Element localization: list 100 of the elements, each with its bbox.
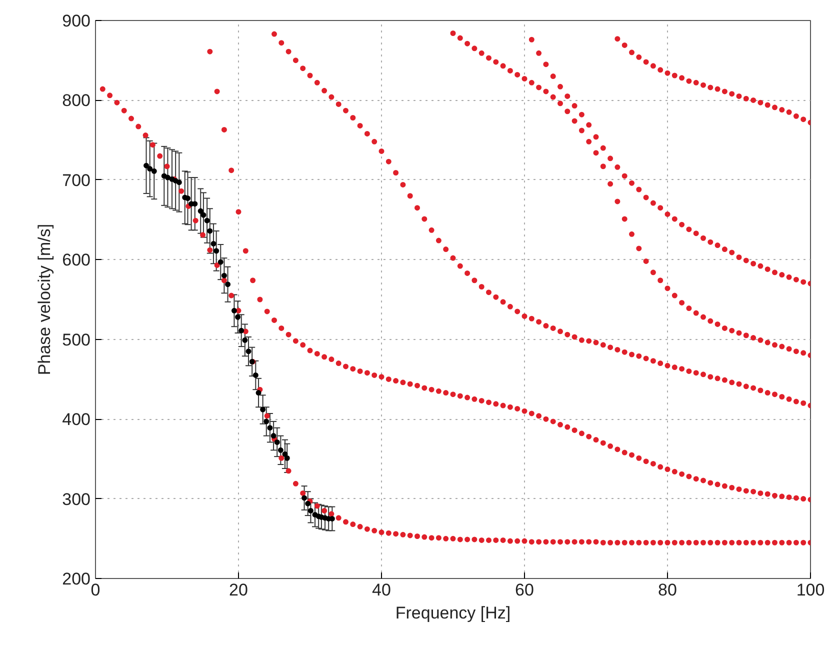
point — [457, 35, 463, 41]
point — [800, 350, 806, 356]
point — [274, 439, 280, 445]
point — [650, 270, 656, 276]
x-tick-label: 0 — [90, 580, 100, 600]
point — [270, 433, 276, 439]
point — [722, 88, 728, 94]
point — [564, 108, 570, 114]
y-tick-label: 400 — [62, 410, 91, 430]
point — [614, 36, 620, 42]
point — [714, 321, 720, 327]
point — [207, 228, 213, 234]
point — [643, 194, 649, 200]
point — [758, 100, 764, 106]
point — [658, 205, 664, 211]
point — [578, 112, 584, 118]
point — [750, 335, 756, 341]
point — [722, 325, 728, 331]
point — [743, 258, 749, 264]
point — [736, 254, 742, 260]
point — [779, 272, 785, 278]
point — [514, 72, 520, 78]
point — [758, 337, 764, 343]
point — [246, 348, 252, 354]
point — [764, 102, 770, 108]
point — [708, 239, 714, 245]
point — [586, 138, 592, 144]
x-tick-label: 80 — [658, 580, 677, 600]
point — [636, 54, 642, 60]
y-tick-label: 900 — [62, 12, 91, 30]
point — [800, 116, 806, 122]
point — [714, 86, 720, 92]
point — [558, 84, 563, 90]
point — [260, 406, 266, 412]
x-tick-label: 40 — [372, 580, 391, 600]
point — [786, 109, 792, 115]
point — [779, 344, 785, 350]
x-tick-label: 20 — [229, 580, 248, 600]
point — [636, 186, 642, 192]
point — [636, 246, 642, 252]
point — [764, 266, 770, 272]
point — [693, 310, 699, 316]
point — [708, 318, 714, 324]
point — [729, 91, 735, 97]
point — [664, 70, 670, 76]
x-tick-label: 60 — [515, 580, 534, 600]
point — [176, 180, 182, 186]
point — [614, 164, 620, 170]
point — [507, 68, 513, 74]
point — [493, 59, 499, 65]
point — [779, 107, 785, 113]
point — [528, 36, 534, 42]
point — [764, 340, 770, 346]
point — [214, 248, 220, 254]
point — [800, 279, 806, 285]
point — [750, 260, 756, 266]
point — [736, 330, 742, 336]
point — [608, 181, 614, 187]
point — [679, 300, 685, 306]
point — [650, 63, 656, 69]
point — [614, 198, 620, 204]
point — [522, 76, 528, 82]
point — [664, 286, 670, 292]
point — [693, 230, 699, 236]
point — [679, 75, 685, 81]
y-axis-title: Phase velocity [m/s] — [35, 224, 54, 376]
point — [686, 226, 692, 232]
point — [643, 258, 649, 264]
point — [450, 30, 456, 36]
point — [231, 308, 237, 314]
point — [686, 78, 692, 84]
point — [264, 418, 270, 424]
point — [629, 180, 634, 186]
point — [672, 216, 678, 222]
point — [204, 218, 210, 224]
point — [151, 168, 157, 174]
point — [225, 282, 231, 288]
point — [622, 216, 628, 222]
point — [679, 222, 685, 228]
point — [758, 263, 764, 269]
point — [238, 328, 244, 334]
point — [664, 211, 670, 217]
point — [650, 200, 656, 206]
point — [750, 97, 756, 103]
point — [578, 128, 584, 134]
y-tick-label: 600 — [62, 250, 91, 270]
point — [536, 50, 542, 56]
point — [267, 425, 273, 431]
point — [693, 80, 699, 86]
point — [486, 55, 492, 61]
point — [700, 314, 706, 320]
point — [528, 80, 534, 86]
point — [772, 104, 778, 110]
y-tick-label: 300 — [62, 490, 91, 509]
point — [700, 235, 706, 241]
point — [564, 93, 570, 99]
point — [572, 103, 578, 109]
point — [164, 174, 170, 180]
x-axis-title: Frequency [Hz] — [395, 604, 511, 622]
point — [550, 94, 556, 100]
